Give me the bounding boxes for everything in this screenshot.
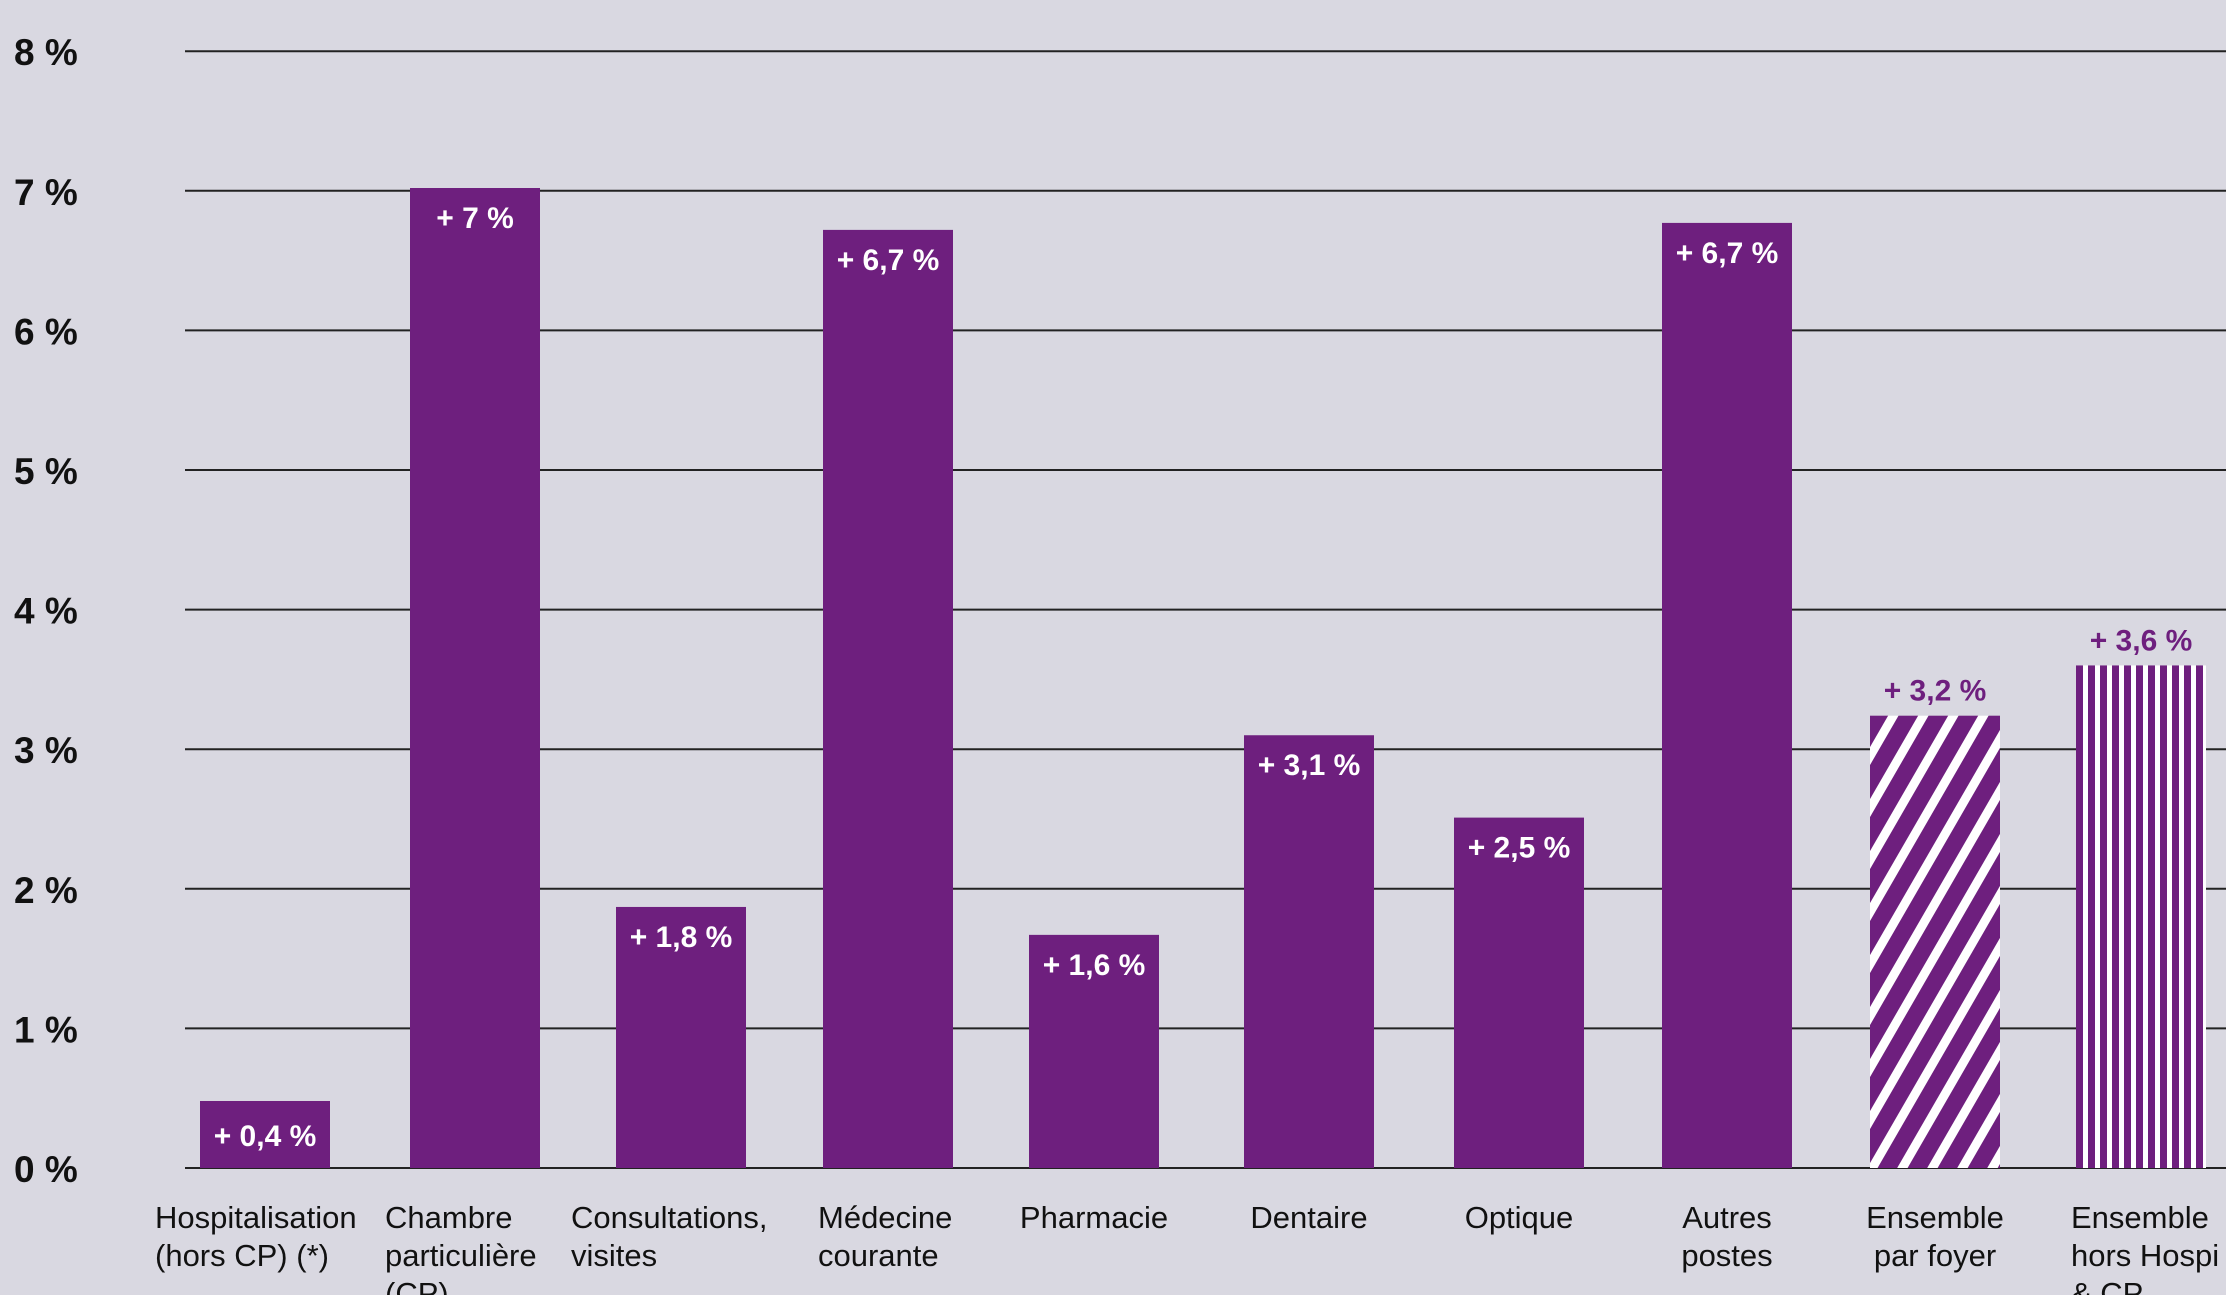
data-labels: + 0,4 % + 7 % + 1,8 % + 6,7 % + 1,6 % + 3,1 %… bbox=[214, 202, 2193, 1153]
bar bbox=[616, 906, 746, 1168]
y-tick-label: 2 % bbox=[14, 870, 78, 911]
bar bbox=[410, 188, 540, 1168]
x-tick-label: & CP bbox=[2071, 1276, 2143, 1295]
y-tick-label: 3 % bbox=[14, 730, 78, 771]
x-tick-label: courante bbox=[818, 1238, 939, 1273]
y-tick-label: 5 % bbox=[14, 451, 78, 492]
x-tick-label: Médecine bbox=[818, 1200, 952, 1235]
y-tick-label: 7 % bbox=[14, 172, 78, 213]
x-tick-label: postes bbox=[1681, 1238, 1772, 1273]
bar bbox=[2076, 665, 2206, 1168]
data-label: + 3,2 % bbox=[1884, 675, 1987, 708]
bar bbox=[823, 229, 953, 1168]
data-label: + 1,6 % bbox=[1043, 949, 1146, 982]
y-axis-ticks: 0 % 1 % 2 % 3 % 4 % 5 % 6 % 7 % 8 % bbox=[14, 32, 78, 1190]
x-tick-label: Optique bbox=[1465, 1200, 1574, 1235]
data-label: + 2,5 % bbox=[1468, 832, 1571, 865]
data-label: + 0,4 % bbox=[214, 1120, 317, 1153]
x-tick-label: visites bbox=[571, 1238, 657, 1273]
y-tick-label: 0 % bbox=[14, 1149, 78, 1190]
x-tick-label: Hospitalisation bbox=[155, 1200, 357, 1235]
data-label: + 1,8 % bbox=[630, 921, 733, 954]
y-tick-label: 8 % bbox=[14, 32, 78, 73]
x-tick-label: Autres bbox=[1682, 1200, 1772, 1235]
bar bbox=[1029, 934, 1159, 1168]
y-tick-label: 1 % bbox=[14, 1009, 78, 1050]
x-tick-label: (CP) bbox=[385, 1276, 449, 1295]
data-label: + 7 % bbox=[436, 202, 514, 235]
bar bbox=[1244, 735, 1374, 1168]
data-label: + 6,7 % bbox=[837, 244, 940, 277]
x-tick-label: Pharmacie bbox=[1020, 1200, 1168, 1235]
data-label: + 6,7 % bbox=[1676, 237, 1779, 270]
bars bbox=[200, 188, 2206, 1168]
x-tick-label: Dentaire bbox=[1250, 1200, 1367, 1235]
bar bbox=[1662, 222, 1792, 1168]
bar bbox=[1870, 715, 2000, 1168]
x-tick-label: Consultations, bbox=[571, 1200, 767, 1235]
y-tick-label: 4 % bbox=[14, 591, 78, 632]
x-tick-label: particulière bbox=[385, 1238, 537, 1273]
x-tick-label: (hors CP) (*) bbox=[155, 1238, 329, 1273]
x-tick-label: Ensemble bbox=[2071, 1200, 2209, 1235]
x-axis-ticks: Hospitalisation(hors CP) (*) Chambreparti… bbox=[155, 1200, 2219, 1295]
data-label: + 3,1 % bbox=[1258, 749, 1361, 782]
y-tick-label: 6 % bbox=[14, 311, 78, 352]
x-tick-label: par foyer bbox=[1874, 1238, 1996, 1273]
bar bbox=[1454, 817, 1584, 1168]
x-tick-label: Ensemble bbox=[1866, 1200, 2004, 1235]
data-label: + 3,6 % bbox=[2090, 624, 2193, 657]
x-tick-label: Chambre bbox=[385, 1200, 513, 1235]
bar bbox=[200, 1100, 330, 1168]
x-tick-label: hors Hospi bbox=[2071, 1238, 2219, 1273]
